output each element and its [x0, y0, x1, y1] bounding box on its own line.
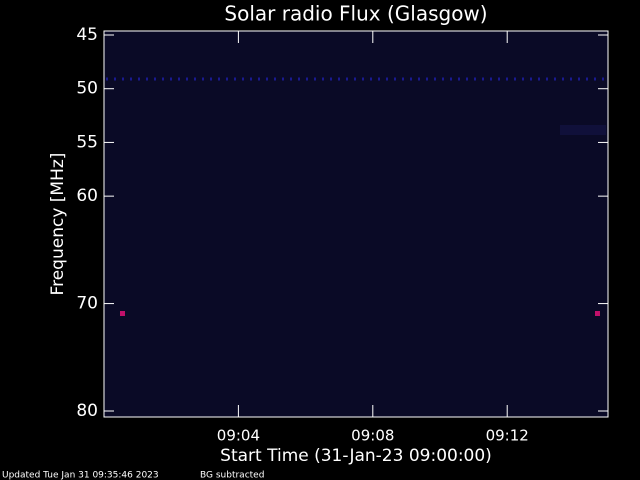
x-tick-label: 09:08	[351, 427, 394, 445]
x-tick-label: 09:04	[217, 427, 260, 445]
hot-spot	[595, 311, 600, 316]
x-tick-label: 09:12	[486, 427, 529, 445]
y-tick-label: 60	[76, 186, 98, 206]
plot-frame	[103, 30, 609, 418]
y-tick-label: 70	[76, 294, 98, 314]
y-tick-label: 80	[76, 401, 98, 421]
chart-title: Solar radio Flux (Glasgow)	[224, 2, 487, 26]
y-axis-label: Frequency [MHz]	[48, 153, 68, 296]
hot-spot	[120, 311, 125, 316]
note: BG subtracted	[200, 471, 264, 480]
footer: Updated Tue Jan 31 09:35:46 2023	[2, 471, 159, 480]
texture	[106, 77, 606, 316]
x-axis-label: Start Time (31-Jan-23 09:00:00)	[220, 446, 492, 466]
texture-patch	[560, 125, 606, 135]
y-tick-label: 55	[76, 132, 98, 152]
y-tick-label: 50	[76, 79, 98, 99]
plot-area	[104, 31, 608, 417]
y-tick-label: 45	[76, 25, 98, 45]
